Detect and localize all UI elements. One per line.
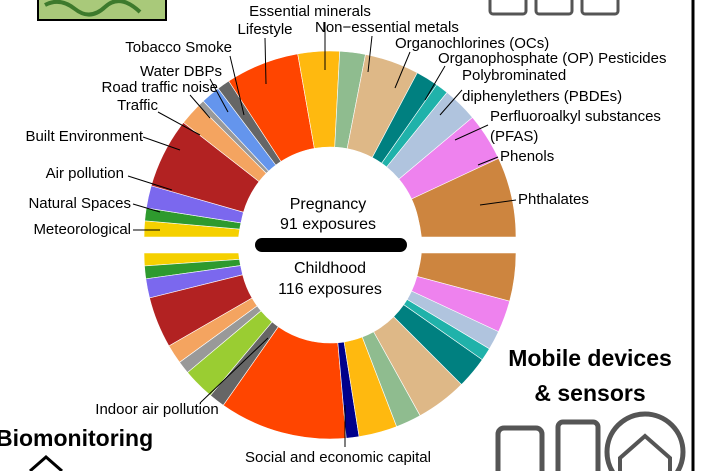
shape	[142, 136, 181, 151]
donut	[143, 50, 517, 440]
shape	[229, 55, 245, 116]
shape	[495, 425, 545, 476]
label: (PFAS)	[490, 128, 538, 145]
shape	[127, 175, 173, 191]
label: Organochlorines (OCs)	[395, 35, 549, 52]
label: Non−essential metals	[315, 19, 459, 36]
label: Polybrominated	[462, 67, 566, 84]
section-title: Biomonitoring	[0, 425, 153, 451]
shape	[199, 337, 269, 404]
shape	[424, 65, 446, 101]
label: Air pollution	[46, 165, 124, 182]
shape	[555, 419, 601, 476]
label: Essential minerals	[249, 3, 371, 20]
section-title: Mobile devices	[508, 345, 672, 371]
donut-segment	[411, 157, 517, 238]
shape	[534, 0, 574, 16]
label: Built Environment	[25, 128, 143, 145]
shape	[488, 0, 528, 16]
shape	[604, 411, 686, 476]
pregnancy-count: 91 exposures	[280, 216, 376, 233]
donut-segment	[416, 252, 517, 302]
shape	[264, 37, 267, 85]
label: Lifestyle	[237, 21, 292, 38]
label: Traffic	[117, 97, 158, 114]
label: Phthalates	[518, 191, 589, 208]
pregnancy-title: Pregnancy	[290, 196, 367, 213]
shape	[479, 199, 517, 206]
device-icons	[495, 411, 686, 476]
label: Indoor air pollution	[95, 401, 218, 418]
shape	[132, 203, 161, 213]
shape	[439, 89, 463, 116]
label: Water DBPs	[140, 63, 222, 80]
shape	[580, 0, 620, 16]
section-title: & sensors	[534, 380, 645, 406]
shape	[394, 51, 411, 89]
shape	[157, 111, 201, 136]
shape	[454, 124, 489, 141]
childhood-count: 116 exposures	[278, 281, 382, 298]
label: Natural Spaces	[28, 195, 131, 212]
label: Road traffic noise	[102, 79, 218, 96]
label: Phenols	[500, 148, 554, 165]
shape	[44, 0, 142, 17]
shape	[189, 94, 211, 119]
house-icon	[29, 455, 63, 473]
label: Meteorological	[33, 221, 131, 238]
label: Tobacco Smoke	[125, 39, 232, 56]
shape	[618, 433, 672, 476]
shape	[367, 35, 373, 73]
label: Perfluoroalkyl substances	[490, 108, 661, 125]
label: Social and economic capital	[245, 449, 431, 466]
label: diphenylethers (PBDEs)	[462, 88, 622, 105]
document-icons	[488, 0, 620, 16]
leader-lines	[127, 22, 517, 447]
shape	[209, 78, 229, 113]
shape	[477, 156, 499, 166]
label: Organophosphate (OP) Pesticides	[438, 50, 666, 67]
childhood-title: Childhood	[294, 260, 366, 277]
